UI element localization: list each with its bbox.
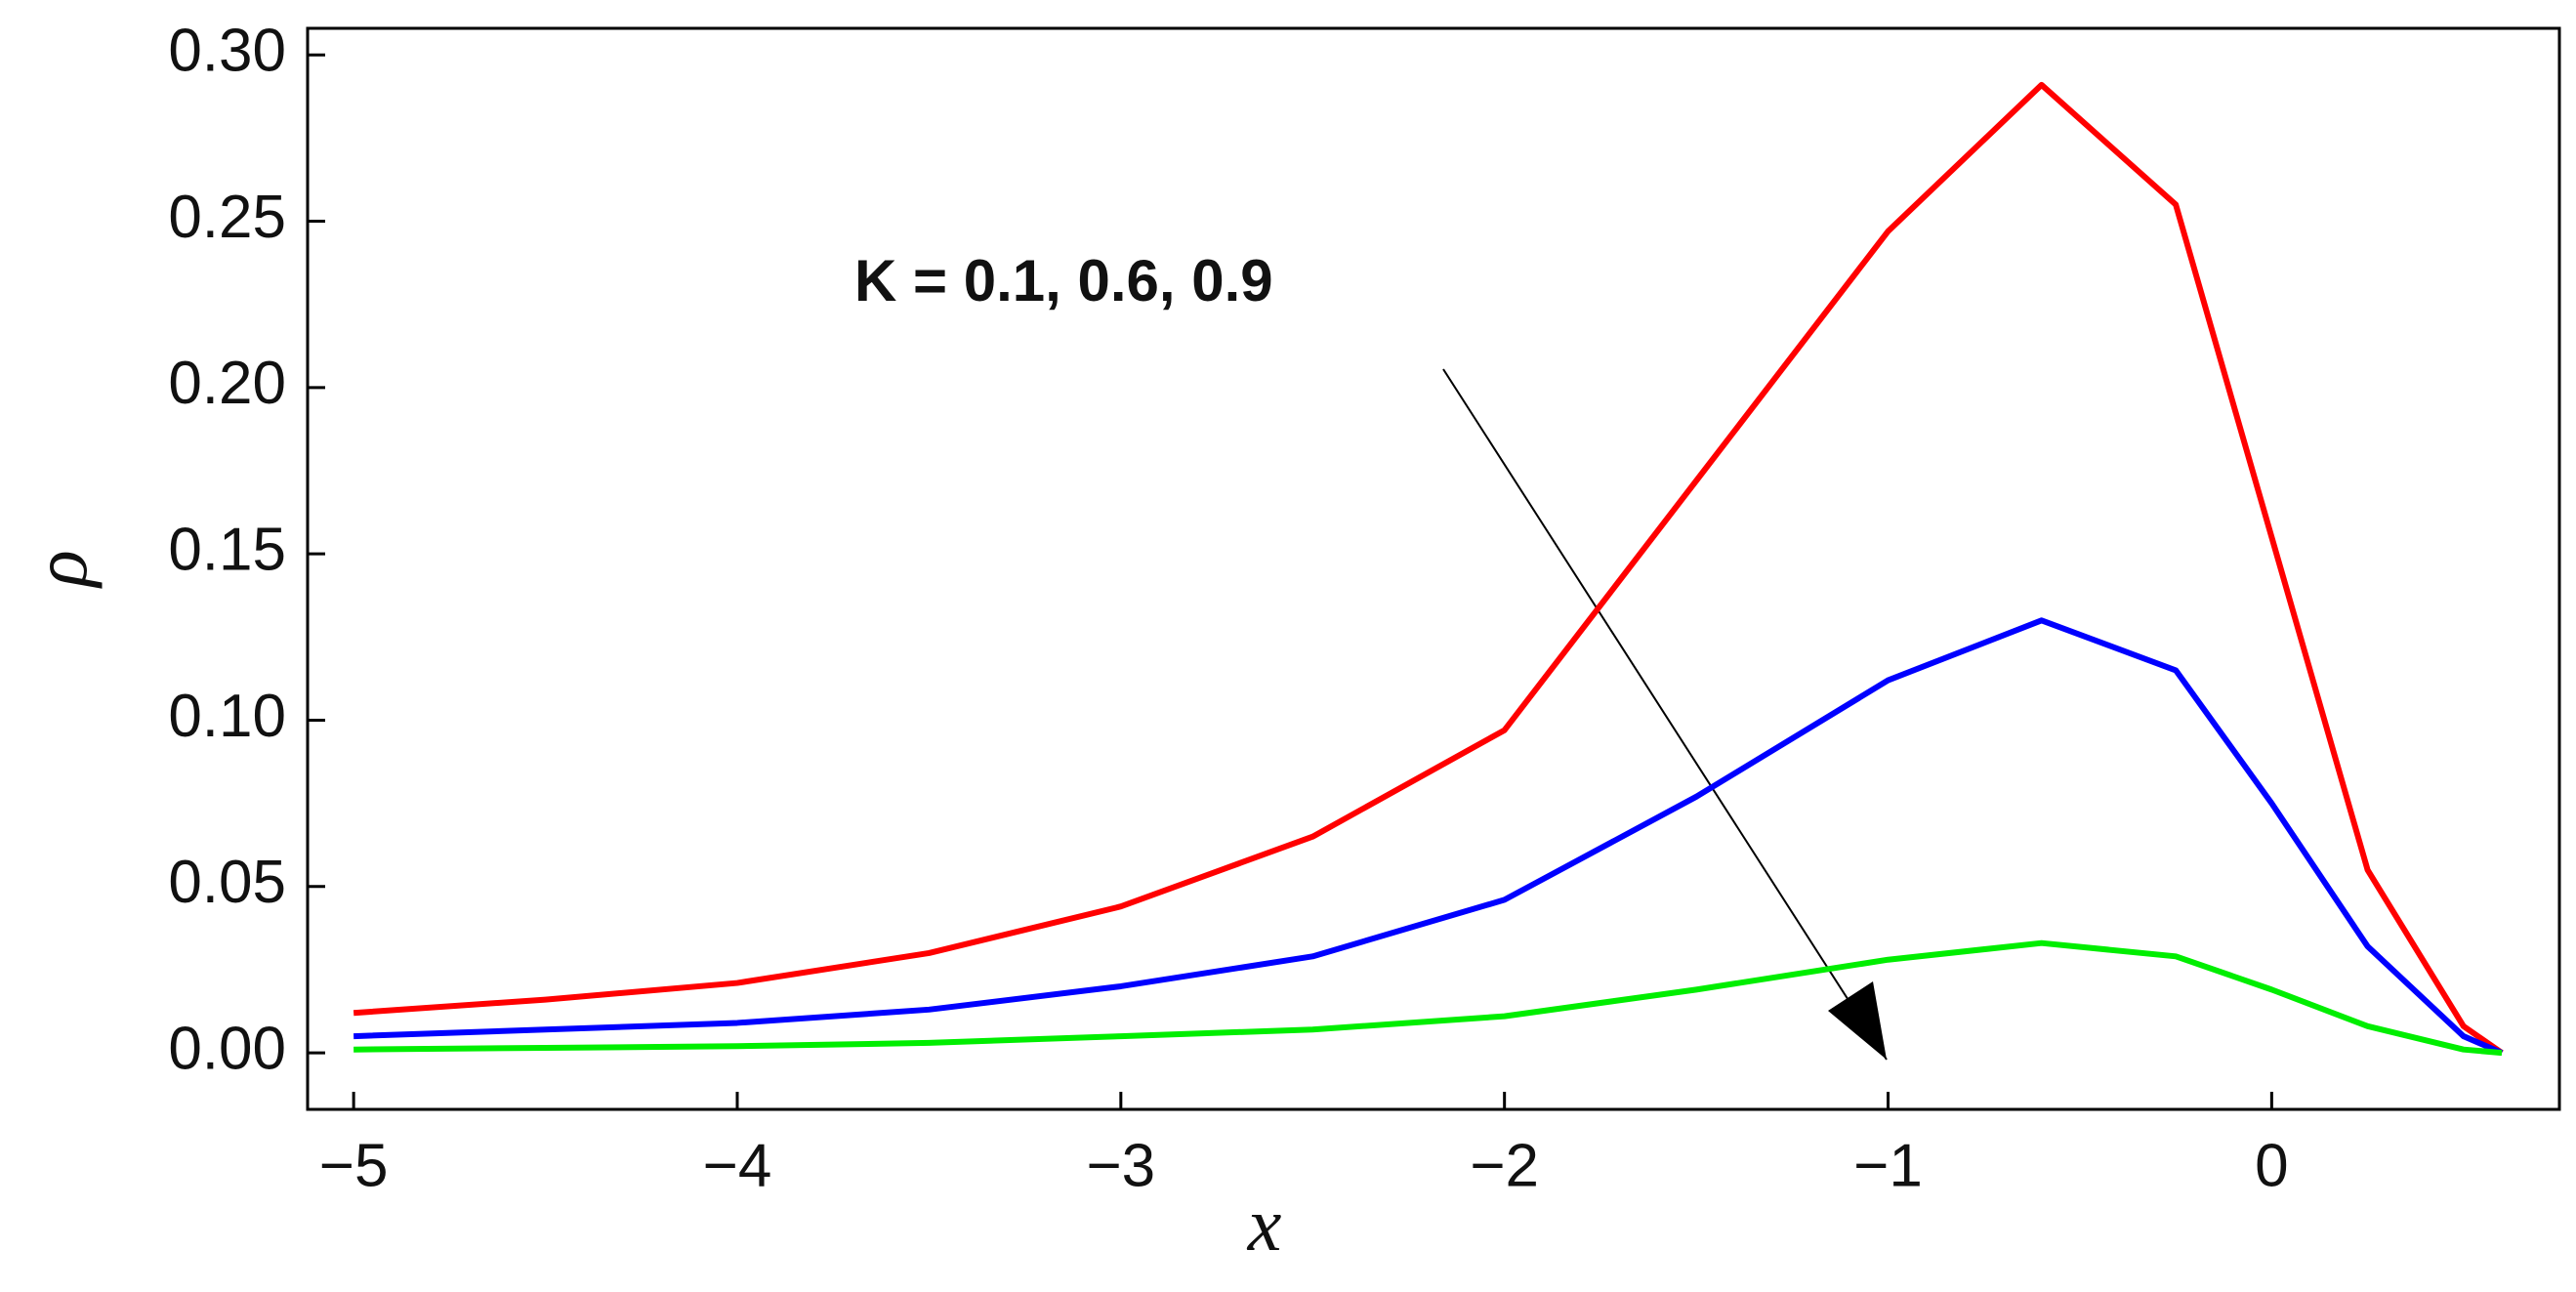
line-series — [353, 81, 2504, 1056]
x-tick-label: 0 — [2255, 1132, 2288, 1199]
x-tick-label: −4 — [703, 1132, 772, 1199]
y-tick-label: 0.30 — [168, 18, 286, 85]
x-tick-label: −3 — [1086, 1132, 1155, 1199]
arrow-head — [1828, 981, 1887, 1060]
x-axis-label: x — [1247, 1182, 1282, 1267]
y-tick-label: 0.20 — [168, 350, 286, 417]
y-tick-label: 0.05 — [168, 849, 286, 916]
annotation: K = 0.1, 0.6, 0.9 — [854, 248, 1273, 313]
plot-frame — [306, 26, 2561, 1111]
y-tick-label: 0.25 — [168, 184, 286, 251]
x-tick-label: −1 — [1853, 1132, 1923, 1199]
y-tick-label: 0.10 — [168, 683, 286, 750]
annotation-arrow — [1442, 368, 1888, 1061]
y-axis-label: ρ — [18, 550, 103, 588]
line-series — [353, 617, 2504, 1056]
x-tick-label: −5 — [319, 1132, 389, 1199]
y-tick-label: 0.15 — [168, 517, 286, 584]
x-tick-label: −2 — [1470, 1132, 1539, 1199]
y-tick-label: 0.00 — [168, 1015, 286, 1082]
line-series — [353, 939, 2503, 1057]
